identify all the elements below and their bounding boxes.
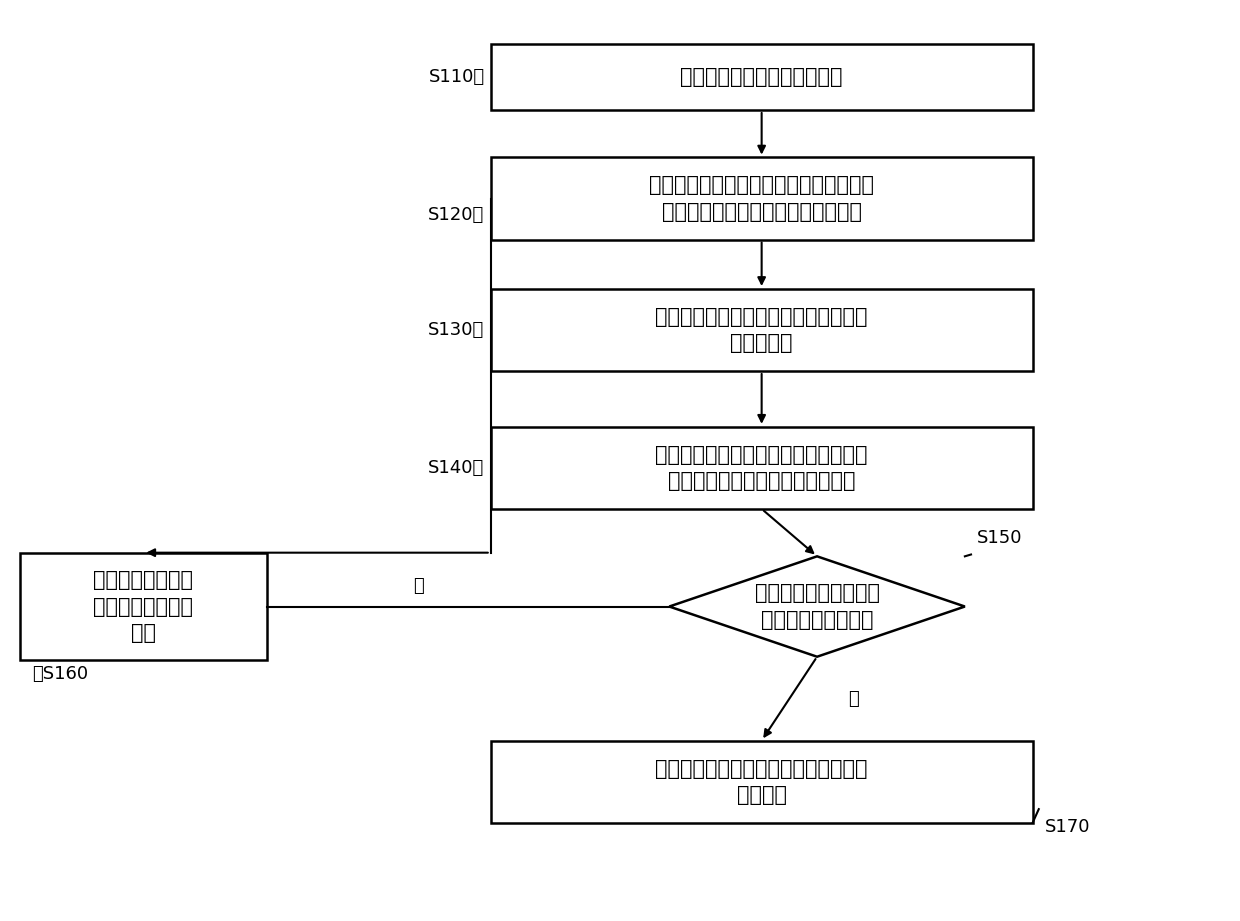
Text: 接收用户输入的变焦控制指令: 接收用户输入的变焦控制指令 <box>681 67 843 87</box>
FancyBboxPatch shape <box>491 426 1033 509</box>
Text: 计算目标人像边界框的尺度与变焦控制
指令中的预设命令尺度的尺度误差: 计算目标人像边界框的尺度与变焦控制 指令中的预设命令尺度的尺度误差 <box>656 445 868 491</box>
Text: S120～: S120～ <box>428 206 485 224</box>
Text: 否: 否 <box>413 577 424 595</box>
Text: ～S160: ～S160 <box>32 665 88 683</box>
Text: S130～: S130～ <box>428 321 485 339</box>
Text: 判断所述尺度误差是否
处于预设误差范围内: 判断所述尺度误差是否 处于预设误差范围内 <box>755 583 879 630</box>
FancyBboxPatch shape <box>491 740 1033 822</box>
Text: 控制摄像机的变焦马达停止转动，完成
自动变焦: 控制摄像机的变焦马达停止转动，完成 自动变焦 <box>656 759 868 805</box>
Polygon shape <box>670 556 965 657</box>
Text: 根据尺度误差控制
摄像机的变焦马达
转动: 根据尺度误差控制 摄像机的变焦马达 转动 <box>93 570 193 643</box>
FancyBboxPatch shape <box>491 44 1033 110</box>
Text: S110～: S110～ <box>428 68 485 87</box>
Text: 是: 是 <box>848 690 858 707</box>
Text: 基于深度卷积神经网络获取目标人像边
界框的尺度: 基于深度卷积神经网络获取目标人像边 界框的尺度 <box>656 307 868 353</box>
FancyBboxPatch shape <box>491 289 1033 371</box>
Text: S140～: S140～ <box>428 459 485 477</box>
Text: S150: S150 <box>977 530 1023 547</box>
Text: S170: S170 <box>1045 818 1090 836</box>
Text: 实时检测摄像机拍摄影像内的目标人像，
获取所述目标人像的目标人像边界框: 实时检测摄像机拍摄影像内的目标人像， 获取所述目标人像的目标人像边界框 <box>650 175 874 222</box>
FancyBboxPatch shape <box>20 553 267 660</box>
FancyBboxPatch shape <box>491 157 1033 239</box>
